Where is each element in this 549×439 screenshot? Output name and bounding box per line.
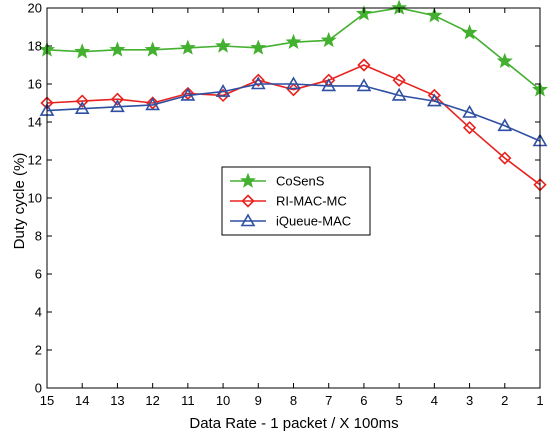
y-tick-label: 8 bbox=[35, 229, 42, 244]
legend-marker bbox=[240, 213, 256, 227]
series-line bbox=[46, 64, 541, 186]
data-point bbox=[215, 37, 232, 53]
x-tick-label: 15 bbox=[40, 393, 54, 408]
data-point bbox=[498, 151, 512, 165]
data-point bbox=[320, 31, 337, 48]
data-point bbox=[426, 7, 443, 23]
x-tick-label: 1 bbox=[536, 393, 543, 408]
data-point bbox=[321, 78, 337, 92]
data-point bbox=[461, 24, 478, 40]
data-point bbox=[251, 73, 265, 87]
x-tick-label: 2 bbox=[501, 393, 508, 408]
data-point bbox=[497, 118, 513, 132]
y-tick-label: 16 bbox=[28, 77, 42, 92]
data-point bbox=[355, 5, 372, 21]
y-tick-label: 10 bbox=[28, 191, 42, 206]
y-tick-label: 4 bbox=[35, 305, 42, 320]
x-tick-label: 12 bbox=[145, 393, 159, 408]
legend-label: CoSenS bbox=[276, 174, 325, 189]
data-point bbox=[462, 121, 477, 135]
y-axis-label: Duty cycle (%) bbox=[11, 153, 28, 250]
data-point bbox=[215, 83, 231, 97]
data-point bbox=[496, 52, 513, 68]
data-point bbox=[74, 43, 91, 59]
x-tick-label: 3 bbox=[466, 393, 473, 408]
data-point bbox=[145, 97, 161, 111]
legend-label: iQueue-MAC bbox=[276, 214, 351, 229]
data-point bbox=[286, 76, 301, 90]
axes-frame bbox=[46, 7, 541, 389]
x-tick-label: 10 bbox=[216, 393, 230, 408]
y-tick-label: 18 bbox=[28, 39, 42, 54]
y-tick-label: 2 bbox=[35, 343, 42, 358]
data-point bbox=[392, 73, 406, 87]
data-point bbox=[285, 33, 302, 49]
x-tick-label: 4 bbox=[431, 393, 438, 408]
data-point bbox=[180, 87, 196, 101]
legend: CoSenS RI-MAC-MC iQueue-MAC bbox=[221, 166, 371, 236]
data-point bbox=[75, 94, 89, 108]
y-tick-label: 14 bbox=[28, 115, 42, 130]
series-line bbox=[46, 83, 541, 142]
data-point bbox=[144, 41, 161, 57]
data-point bbox=[181, 86, 195, 101]
data-point bbox=[109, 41, 126, 57]
data-point bbox=[426, 93, 442, 107]
data-point bbox=[74, 101, 90, 114]
data-point bbox=[110, 99, 125, 113]
legend-entry: iQueue-MAC bbox=[230, 213, 351, 229]
y-tick-label: 6 bbox=[35, 267, 42, 282]
x-tick-label: 11 bbox=[181, 393, 195, 408]
data-point bbox=[179, 39, 196, 55]
data-point bbox=[357, 58, 371, 72]
legend-label: RI-MAC-MC bbox=[276, 194, 347, 209]
axes: 0 2 4 6 8 10 12 14 16 18 20 15 14 13 12 11 10 9 8 7 6 5 4 3 2 1 bbox=[28, 1, 544, 409]
data-point bbox=[250, 76, 266, 90]
data-point bbox=[391, 87, 407, 101]
y-tick-label: 12 bbox=[28, 153, 42, 168]
x-axis-label: Data Rate - 1 packet / X 100ms bbox=[189, 415, 398, 432]
x-tick-label: 8 bbox=[290, 393, 297, 408]
legend-entry: CoSenS bbox=[230, 172, 325, 189]
series-iqueue-mac bbox=[39, 76, 548, 147]
x-tick-label: 13 bbox=[110, 393, 124, 408]
x-tick-label: 6 bbox=[360, 393, 367, 408]
y-tick-label: 20 bbox=[28, 1, 42, 16]
data-point bbox=[146, 96, 160, 110]
data-point bbox=[356, 78, 372, 92]
legend-marker bbox=[240, 172, 256, 188]
data-point bbox=[462, 104, 477, 118]
legend-entry: RI-MAC-MC bbox=[230, 194, 347, 209]
data-point bbox=[250, 39, 267, 55]
x-tick-label: 9 bbox=[255, 393, 262, 408]
y-tick-label: 0 bbox=[35, 381, 42, 396]
data-point bbox=[110, 92, 125, 106]
x-tick-label: 7 bbox=[325, 393, 332, 408]
x-tick-label: 5 bbox=[396, 393, 403, 408]
x-tick-label: 14 bbox=[75, 393, 89, 408]
legend-marker bbox=[241, 194, 255, 208]
